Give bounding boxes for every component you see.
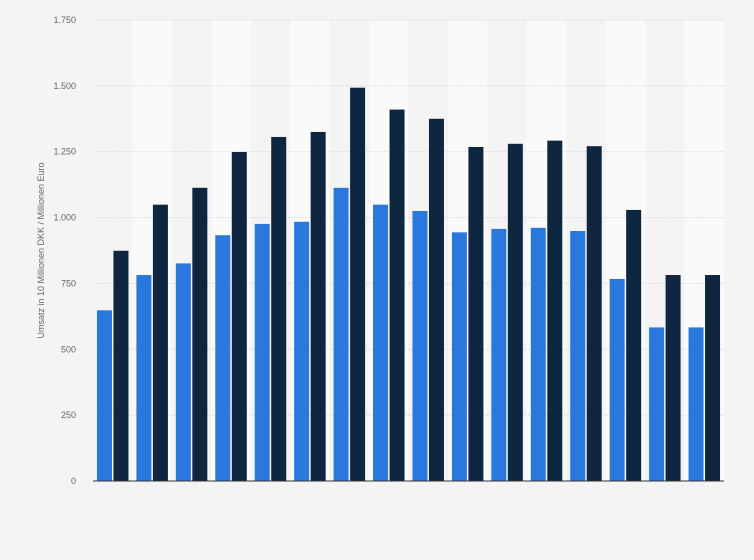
bar-series-1 [96, 310, 112, 481]
y-tick-label: 1.250 [53, 147, 76, 157]
bar-series-2 [626, 209, 642, 481]
bar-series-1 [373, 204, 389, 481]
bar-series-2 [152, 204, 168, 481]
bar-series-2 [468, 146, 484, 481]
bar-series-1 [649, 327, 665, 481]
y-tick-label: 0 [71, 476, 76, 486]
bar-series-2 [428, 118, 444, 482]
bar-series-2 [547, 140, 563, 482]
bar-series-2 [113, 250, 129, 481]
bar-series-1 [215, 235, 231, 481]
bar-series-1 [333, 187, 349, 481]
bar-series-2 [389, 109, 405, 482]
bar-series-2 [350, 87, 366, 481]
bar-series-1 [688, 327, 704, 481]
y-tick-label: 750 [61, 278, 76, 288]
y-tick-label: 250 [61, 410, 76, 420]
bar-series-2 [192, 187, 208, 481]
y-axis-tick-labels: 0 250 500 750 1.000 1.250 1.500 1.750 [53, 15, 76, 486]
bar-series-1 [412, 210, 428, 481]
bar-series-1 [530, 227, 546, 481]
bar-series-2 [665, 274, 681, 481]
y-axis-title: Umsatz in 10 Millionen DKK / Millionen E… [36, 162, 46, 338]
bar-series-1 [294, 221, 310, 481]
bar-series-1 [451, 232, 467, 481]
bar-series-1 [254, 223, 270, 481]
bar-series-1 [136, 274, 152, 481]
y-tick-label: 1.000 [53, 213, 76, 223]
bar-series-2 [586, 146, 602, 481]
bar-series-1 [491, 228, 507, 481]
bar-series-2 [310, 131, 326, 481]
y-tick-label: 500 [61, 344, 76, 354]
bar-series-2 [705, 274, 721, 481]
bar-series-2 [507, 143, 523, 481]
y-tick-label: 1.750 [53, 15, 76, 25]
bars [96, 87, 721, 482]
bar-series-1 [609, 278, 625, 481]
bar-series-1 [175, 263, 191, 481]
bar-series-2 [271, 136, 287, 481]
y-tick-label: 1.500 [53, 81, 76, 91]
bar-series-1 [570, 231, 586, 481]
bar-series-2 [231, 151, 247, 481]
